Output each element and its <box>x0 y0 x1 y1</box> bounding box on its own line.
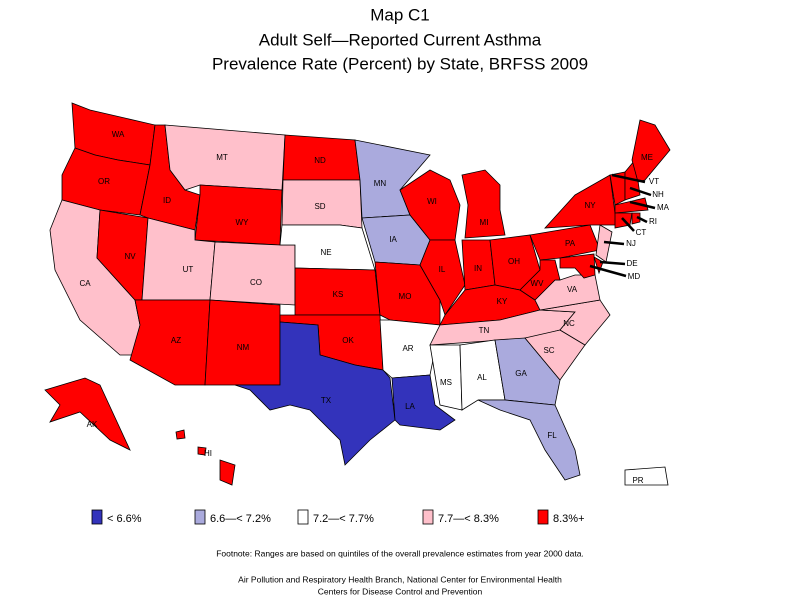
state-label: IN <box>474 264 482 273</box>
state: HI <box>175 429 236 486</box>
state: MT <box>164 124 286 191</box>
state-label: TN <box>479 326 490 335</box>
state-label: MT <box>216 153 228 162</box>
legend-swatch <box>537 509 549 525</box>
state-label: OK <box>342 336 354 345</box>
state-label: DE <box>626 259 637 268</box>
credit: Centers for Disease Control and Preventi… <box>318 586 483 596</box>
state-label: HI <box>204 449 212 458</box>
state: FL <box>477 399 581 481</box>
state-label: SC <box>543 346 554 355</box>
state: PA <box>529 224 601 261</box>
state: WV <box>519 259 561 301</box>
state-label: NM <box>237 343 250 352</box>
state-label: MI <box>480 218 489 227</box>
state: CO <box>209 241 296 306</box>
state-label: MA <box>657 203 670 212</box>
state: AZ <box>129 299 211 386</box>
state-label: AR <box>402 344 413 353</box>
state-label: WI <box>427 197 437 206</box>
state-label: ND <box>314 156 326 165</box>
state-label: VT <box>649 177 659 186</box>
state-label: WV <box>531 279 545 288</box>
legend-label: 7.7—< 8.3% <box>438 513 499 525</box>
state-label: PR <box>632 476 643 485</box>
credit: Air Pollution and Respiratory Health Bra… <box>238 574 562 584</box>
legend-swatch <box>194 509 206 525</box>
leader-lines <box>589 173 656 278</box>
state: WY <box>194 184 283 246</box>
state-label: PA <box>565 239 576 248</box>
state-label: ID <box>163 196 171 205</box>
state: LA <box>391 374 456 431</box>
state-label: CA <box>79 279 91 288</box>
legend-label: 6.6—< 7.2% <box>210 513 271 525</box>
state: ME <box>631 119 671 183</box>
state-label: NH <box>652 190 664 199</box>
state: KS <box>294 267 381 316</box>
state-label: AL <box>477 373 487 382</box>
legend-label: < 6.6% <box>107 513 142 525</box>
state: MA <box>614 197 670 214</box>
state-label: CT <box>636 228 647 237</box>
state-label: GA <box>515 369 527 378</box>
state: NY <box>544 174 621 229</box>
state: IN <box>461 239 496 291</box>
state-label: KS <box>333 290 344 299</box>
state: ND <box>282 134 361 181</box>
state-label: VA <box>567 285 578 294</box>
state-label: SD <box>314 202 325 211</box>
state: RI <box>631 212 657 226</box>
state-label: LA <box>405 402 415 411</box>
state-label: IA <box>389 235 397 244</box>
state: SD <box>281 179 363 229</box>
state-label: OH <box>508 257 520 266</box>
state-label: MN <box>374 179 387 188</box>
state-label: TX <box>321 396 332 405</box>
state-label: MS <box>440 378 452 387</box>
legend-label: 8.3%+ <box>553 513 585 525</box>
legend-swatch <box>422 509 434 525</box>
state: MI <box>461 169 506 239</box>
state-label: AZ <box>171 336 181 345</box>
state: MD <box>559 253 641 281</box>
state-label: UT <box>183 265 194 274</box>
state: GA <box>494 337 561 406</box>
state-label: OR <box>98 177 110 186</box>
state-label: AK <box>87 420 98 429</box>
title: Prevalence Rate (Percent) by State, BRFS… <box>212 54 588 73</box>
state: DE <box>593 256 638 275</box>
state-label: CO <box>250 278 262 287</box>
state-label: FL <box>547 431 557 440</box>
title: Map C1 <box>370 5 430 24</box>
legend: < 6.6% 6.6—< 7.2% 7.2—< 7.7% 7.7—< 8.3% 8.3%… <box>91 509 585 525</box>
legend-label: 7.2—< 7.7% <box>313 513 374 525</box>
state-label: NV <box>124 252 136 261</box>
state-label: NJ <box>626 239 636 248</box>
state: CT <box>614 212 647 237</box>
state-label: IL <box>439 265 446 274</box>
state: PR <box>624 466 669 486</box>
state-label: NC <box>563 319 575 328</box>
state: NM <box>204 299 281 386</box>
state-label: WY <box>236 218 250 227</box>
state: TX <box>234 321 396 466</box>
title: Adult Self—Reported Current Asthma <box>259 30 542 49</box>
state-label: NY <box>584 201 596 210</box>
state-label: WA <box>112 130 125 139</box>
states: WA OR CA NV ID MT WY UT CO AZ NM ND SD N… <box>44 102 671 486</box>
state-label: NE <box>320 248 331 257</box>
state: MS <box>429 344 463 411</box>
state-label: ME <box>641 153 653 162</box>
state-label: KY <box>497 297 508 306</box>
state-label: MO <box>399 292 412 301</box>
footnote: Footnote: Ranges are based on quintiles … <box>216 548 584 558</box>
state: WI <box>399 169 461 241</box>
legend-swatch <box>91 509 103 525</box>
state: AK <box>44 377 131 451</box>
state-label: RI <box>649 217 657 226</box>
legend-swatch <box>297 509 309 525</box>
state-label: MD <box>628 272 641 281</box>
